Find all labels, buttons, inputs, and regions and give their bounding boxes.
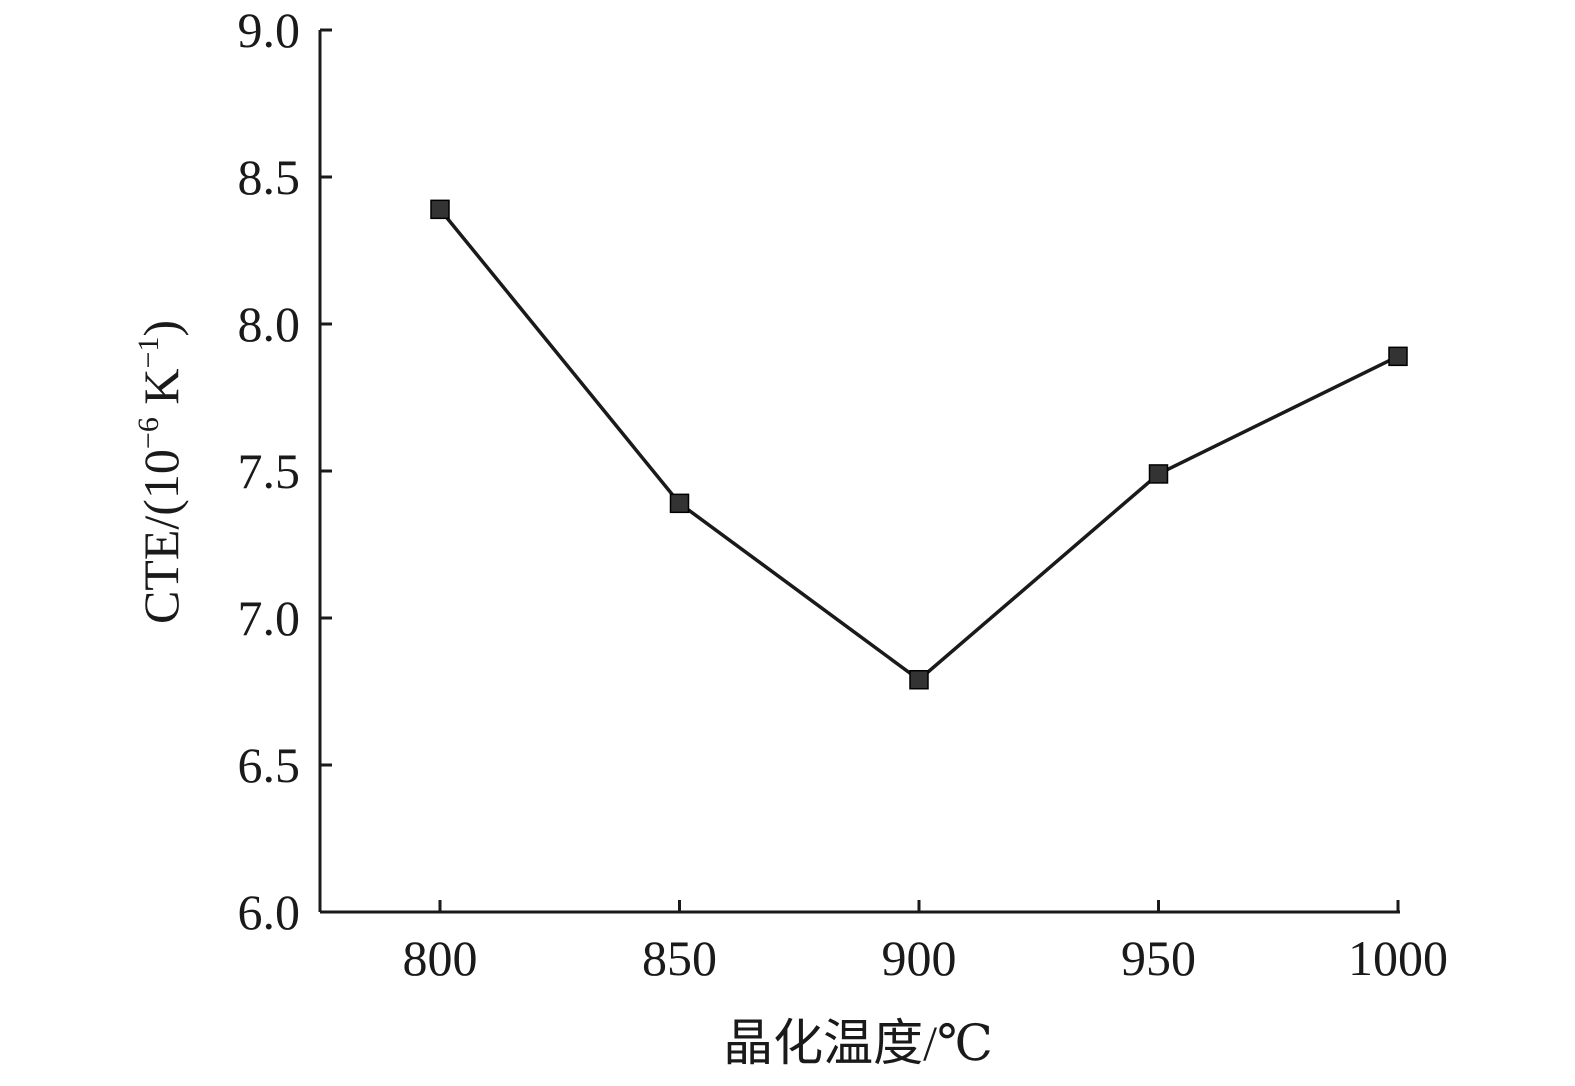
- data-point-marker: [909, 669, 929, 690]
- y-axis-title-end: ): [133, 320, 189, 337]
- data-point-marker: [430, 199, 450, 220]
- y-tick-label: 7.0: [238, 590, 301, 646]
- y-tick-label: 6.5: [238, 737, 301, 793]
- y-tick-label: 8.0: [238, 296, 301, 352]
- data-point-marker: [1148, 464, 1169, 484]
- x-tick-label: 1000: [1348, 930, 1448, 986]
- y-tick-label: 8.5: [238, 149, 301, 205]
- y-tick-label: 9.0: [238, 2, 301, 58]
- y-tick-label: 6.0: [238, 884, 301, 940]
- x-tick-label: 900: [882, 930, 957, 986]
- x-tick-label: 800: [403, 930, 478, 986]
- y-axis-title-unit: K: [133, 369, 189, 418]
- series-line: [438, 208, 1399, 682]
- series-group: [430, 199, 1408, 690]
- x-ticks: 800 850 900 950 1000: [403, 900, 1448, 986]
- y-ticks: 6.0 6.5 7.0 7.5 8.0 8.5 9.0: [238, 2, 332, 940]
- data-point-marker: [669, 493, 690, 514]
- x-axis-title: 晶化温度/℃: [723, 1015, 993, 1071]
- y-axis-title-exponent-1: −6: [132, 417, 165, 449]
- x-tick-label: 950: [1121, 930, 1196, 986]
- x-tick-label: 850: [642, 930, 717, 986]
- y-tick-label: 7.5: [238, 443, 301, 499]
- y-axis-title-exponent-2: −1: [132, 337, 165, 369]
- data-point-marker: [1388, 346, 1408, 367]
- y-axis-title: CTE/(10−6 K−1): [132, 320, 189, 624]
- axes: [318, 30, 1400, 914]
- y-axis-title-main: CTE/(10: [133, 449, 189, 624]
